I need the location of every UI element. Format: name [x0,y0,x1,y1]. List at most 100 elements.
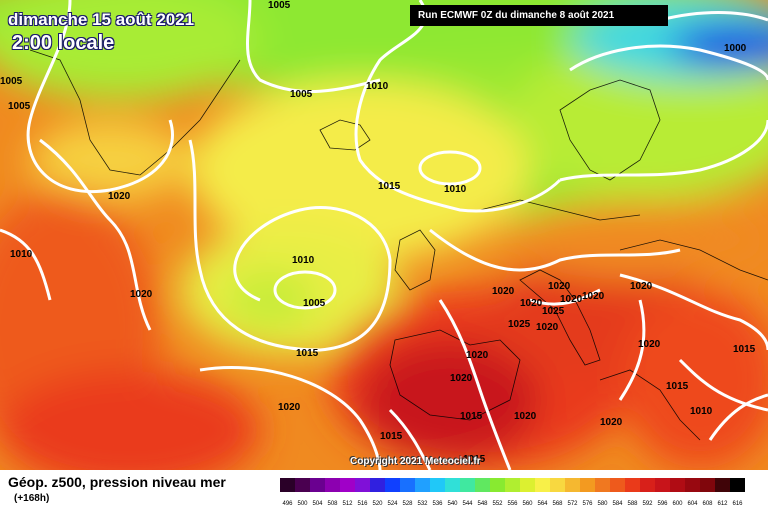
scale-tick-label: 588 [627,501,638,507]
scale-cell [355,478,370,492]
legend-bar: Géop. z500, pression niveau mer (+168h) … [0,470,768,512]
isobar-label: 1020 [638,339,661,350]
isobar-label: 1020 [600,417,623,428]
isobar-label: 1020 [108,191,131,202]
scale-cell [430,478,445,492]
scale-cell [715,478,730,492]
scale-cell [325,478,340,492]
scale-tick-label: 612 [717,501,728,507]
forecast-date: dimanche 15 août 2021 [8,10,195,29]
scale-tick-label: 540 [447,501,458,507]
scale-tick-label: 608 [702,501,713,507]
scale-tick-label: 616 [732,501,743,507]
scale-cell [550,478,565,492]
scale-cell [445,478,460,492]
scale-tick-label: 604 [687,501,698,507]
isobar-label: 1015 [296,348,319,359]
weather-map: 1005 1005 1005 1005 1010 1000 1020 1010 … [0,0,768,470]
isobar-label: 1020 [130,289,153,300]
scale-tick-label: 496 [282,501,293,507]
forecast-time: 2:00 locale [12,32,115,54]
scale-cell [670,478,685,492]
scale-cell [310,478,325,492]
scale-tick-label: 512 [342,501,353,507]
scale-tick-label: 532 [417,501,428,507]
isobar-label: 1015 [463,454,486,465]
scale-cell [610,478,625,492]
scale-tick-label: 592 [642,501,653,507]
scale-tick-label: 564 [537,501,548,507]
isobar-label: 1020 [466,350,489,361]
copyright: Copyright 2021 Meteociel.fr [350,456,481,467]
isobars [0,0,768,470]
isobar-label: 1020 [520,298,543,309]
isobar-label: 1000 [724,43,747,54]
isobar-label: 1005 [290,89,313,100]
isobar-label: 1005 [268,0,291,11]
scale-cell [505,478,520,492]
scale-tick-label: 576 [582,501,593,507]
scale-cell [655,478,670,492]
scale-cell [385,478,400,492]
isobar-label: 1020 [582,291,605,302]
isobar-label: 1020 [278,402,301,413]
scale-cell [520,478,535,492]
scale-tick-label: 584 [612,501,623,507]
isobar-label: 1005 [303,298,326,309]
scale-cell [370,478,385,492]
isobar-label: 1020 [630,281,653,292]
scale-tick-label: 536 [432,501,443,507]
scale-cell [490,478,505,492]
scale-cell [460,478,475,492]
scale-tick-label: 568 [552,501,563,507]
isobar-label: 1015 [666,381,689,392]
isobar-label: 1020 [560,294,583,305]
scale-tick-label: 516 [357,501,368,507]
isobar-label: 1010 [366,81,389,92]
scale-cell [280,478,295,492]
scale-cell [295,478,310,492]
isobar-label: 1010 [292,255,315,266]
coastlines [29,49,768,441]
geopotential-field [0,0,768,470]
color-scale [280,478,745,492]
scale-cell [640,478,655,492]
isobar-label: 1010 [444,184,467,195]
isobar-label: 1020 [450,373,473,384]
scale-cell [595,478,610,492]
isobar-label: 1015 [378,181,401,192]
scale-tick-label: 600 [672,501,683,507]
legend-title: Géop. z500, pression niveau mer [8,474,226,490]
isobar-label: 1020 [536,322,559,333]
isobar-label: 1020 [514,411,537,422]
scale-cell [415,478,430,492]
isobar-labels: 1005 1005 1005 1005 1010 1000 1020 1010 … [0,0,756,465]
scale-tick-label: 500 [297,501,308,507]
isobar-label: 1015 [380,431,403,442]
isobar-label: 1005 [8,101,31,112]
scale-tick-label: 596 [657,501,668,507]
scale-cell [580,478,595,492]
scale-tick-label: 504 [312,501,323,507]
scale-tick-label: 520 [372,501,383,507]
isobar-label: 1015 [460,411,483,422]
scale-tick-label: 544 [462,501,473,507]
legend-subtitle: (+168h) [14,493,50,504]
scale-cell [625,478,640,492]
scale-cell [535,478,550,492]
isobar-label: 1015 [733,344,756,355]
scale-tick-label: 556 [507,501,518,507]
isobar-label: 1010 [10,249,33,260]
isobar-label: 1025 [508,319,531,330]
scale-tick-label: 560 [522,501,533,507]
scale-cell [340,478,355,492]
scale-tick-label: 552 [492,501,503,507]
isobar-label: 1020 [548,281,571,292]
isobar-label: 1010 [690,406,713,417]
scale-tick-label: 524 [387,501,398,507]
scale-tick-label: 572 [567,501,578,507]
scale-tick-label: 528 [402,501,413,507]
scale-cell [685,478,700,492]
color-scale-ticks: 496 500 504 508 512 516 520 524 528 532 536 540 544 5… [280,501,745,507]
scale-cell [400,478,415,492]
